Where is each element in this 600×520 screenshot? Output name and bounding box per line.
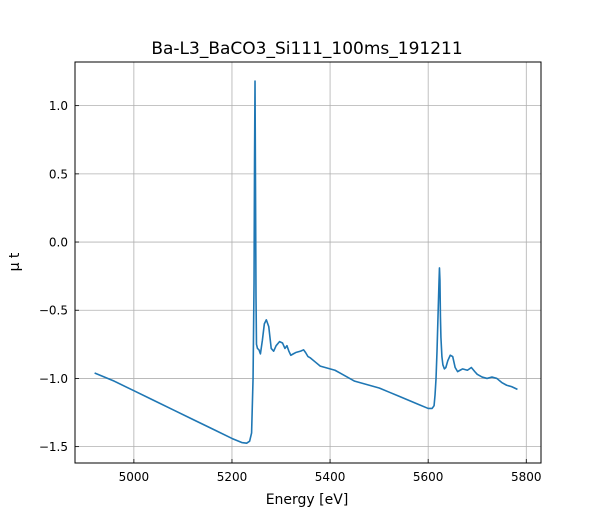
chart-title: Ba-L3_BaCO3_Si111_100ms_191211 <box>151 39 462 59</box>
x-tick-label: 5000 <box>119 470 150 484</box>
ticks: 5000 5200 5400 5600 5800 −1.5 −1.0 −0.5 0.0 0.5 1.… <box>39 99 542 484</box>
x-tick-label: 5200 <box>217 470 248 484</box>
plot-frame <box>74 61 542 464</box>
series-line <box>94 80 518 445</box>
x-tick-label: 5800 <box>511 470 542 484</box>
x-axis-label: Energy [eV] <box>266 492 349 508</box>
y-tick-label: 0.0 <box>49 236 68 250</box>
grid <box>75 62 541 463</box>
series-layer <box>94 80 518 445</box>
y-tick-label: 1.0 <box>49 99 68 113</box>
x-tick-label: 5400 <box>315 470 346 484</box>
y-tick-label: −0.5 <box>39 304 68 318</box>
y-tick-label: 0.5 <box>49 167 68 181</box>
y-axis-label: μ t <box>7 252 23 271</box>
y-tick-label: −1.0 <box>39 372 68 386</box>
y-tick-label: −1.5 <box>39 440 68 454</box>
x-tick-label: 5600 <box>413 470 444 484</box>
